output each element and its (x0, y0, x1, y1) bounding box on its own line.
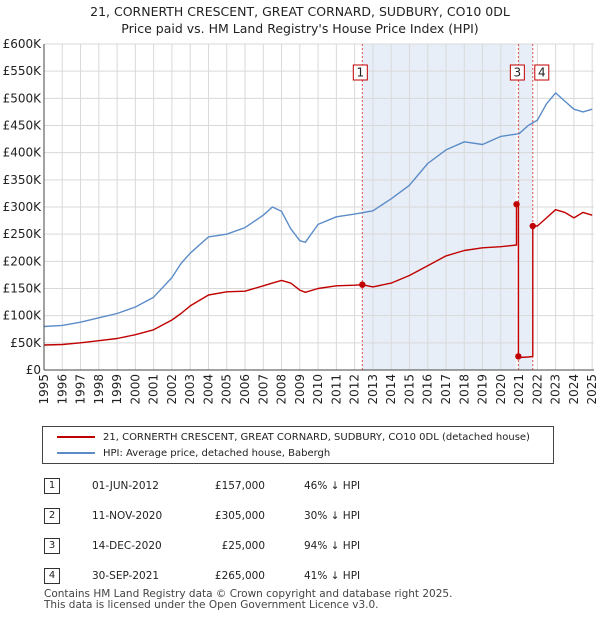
chart-title: 21, CORNERTH CRESCENT, GREAT CORNARD, SU… (0, 3, 600, 37)
footer: Contains HM Land Registry data © Crown c… (44, 589, 452, 611)
sale-number: 2 (44, 508, 60, 524)
legend-label-property: 21, CORNERTH CRESCENT, GREAT CORNARD, SU… (103, 431, 530, 443)
sale-label-box (509, 64, 525, 81)
sale-point (515, 353, 522, 360)
hpi-line (43, 92, 593, 328)
sale-label-box (352, 64, 368, 81)
sale-point (359, 281, 366, 288)
sale-label-number: 1 (356, 66, 364, 80)
x-tick-label: 2016 (421, 374, 435, 405)
x-tick-label: 2018 (457, 374, 471, 405)
x-tick-label: 1997 (74, 374, 88, 405)
y-tick-label: £350K (3, 173, 43, 187)
price-chart: 1 3 4 £0 £50K £100K £150K £200K £250K £300K £350K… (3, 37, 600, 405)
x-tick-label: 2022 (530, 374, 544, 405)
y-tick-label: £600K (3, 37, 43, 51)
x-tick-label: 2020 (494, 374, 508, 405)
x-tick-label: 2000 (128, 374, 142, 405)
sale-date: 14-DEC-2020 (92, 540, 162, 552)
x-tick-label: 2005 (220, 374, 234, 405)
sale-points (359, 201, 536, 360)
x-tick-label: 2010 (311, 374, 325, 405)
title-line-2: Price paid vs. HM Land Registry's House … (121, 21, 479, 36)
footer-copyright: Contains HM Land Registry data © Crown c… (44, 588, 453, 600)
x-tick-label: 2008 (275, 374, 289, 405)
x-tick-label: 2024 (567, 374, 581, 405)
sale-row: 1 01-JUN-2012 £157,000 46% ↓ HPI (42, 478, 402, 498)
sale-number: 4 (44, 568, 60, 584)
x-tick-label: 1999 (110, 374, 124, 405)
x-tick-label: 2014 (384, 374, 398, 405)
sale-price: £157,000 (214, 480, 265, 492)
sale-hpi-diff: 46% ↓ HPI (304, 480, 361, 492)
x-tick-label: 2013 (366, 374, 380, 405)
y-tick-label: £500K (3, 91, 43, 105)
sale-price: £305,000 (214, 510, 265, 522)
x-tick-label: 2015 (402, 374, 416, 405)
sale-price: £25,000 (221, 540, 265, 552)
x-tick-label: 2003 (183, 374, 197, 405)
y-tick-label: £50K (10, 336, 42, 350)
sale-date: 01-JUN-2012 (92, 480, 159, 492)
x-tick-label: 2011 (329, 374, 343, 405)
y-tick-label: £150K (3, 282, 43, 296)
x-tick-label: 2002 (165, 374, 179, 405)
x-tick-label: 2025 (585, 374, 599, 405)
x-tick-label: 1996 (55, 374, 69, 405)
property-line (43, 203, 593, 359)
x-tick-label: 2001 (147, 374, 161, 405)
sale-number-labels: 1 3 4 (352, 64, 550, 81)
legend-label-hpi: HPI: Average price, detached house, Babe… (103, 447, 331, 459)
x-tick-label: 2023 (549, 374, 563, 405)
y-tick-label: £450K (3, 119, 43, 133)
sale-hpi-diff: 94% ↓ HPI (304, 540, 361, 552)
sale-number: 1 (44, 478, 60, 494)
sale-price: £265,000 (214, 570, 265, 582)
y-tick-label: £550K (3, 64, 43, 78)
footer-licence: This data is licensed under the Open Gov… (44, 599, 379, 611)
legend-item-property: 21, CORNERTH CRESCENT, GREAT CORNARD, SU… (43, 429, 530, 445)
sale-date: 30-SEP-2021 (92, 570, 160, 582)
y-tick-label: £400K (3, 146, 43, 160)
legend-swatch-hpi (57, 452, 95, 454)
sale-row: 4 30-SEP-2021 £265,000 41% ↓ HPI (42, 568, 402, 588)
y-tick-label: £300K (3, 200, 43, 214)
y-tick-label: £200K (3, 254, 43, 268)
sale-label-number: 3 (514, 66, 522, 80)
x-tick-label: 1995 (37, 374, 51, 405)
axes: £0 £50K £100K £150K £200K £250K £300K £350K £400… (3, 37, 600, 405)
x-tick-label: 2009 (293, 374, 307, 405)
sale-row: 3 14-DEC-2020 £25,000 94% ↓ HPI (42, 538, 402, 558)
legend-item-hpi: HPI: Average price, detached house, Babe… (43, 445, 330, 461)
x-tick-label: 2021 (512, 374, 526, 405)
x-tick-label: 2004 (201, 374, 215, 405)
x-tick-label: 1998 (92, 374, 106, 405)
sale-label-number: 4 (538, 66, 546, 80)
x-tick-label: 2017 (439, 374, 453, 405)
x-tick-label: 2019 (476, 374, 490, 405)
legend-swatch-property (57, 436, 95, 438)
sale-number: 3 (44, 538, 60, 554)
sale-point (513, 201, 520, 208)
y-tick-label: £0 (26, 363, 41, 377)
sale-row: 2 11-NOV-2020 £305,000 30% ↓ HPI (42, 508, 402, 528)
x-tick-label: 2012 (348, 374, 362, 405)
y-tick-label: £250K (3, 227, 43, 241)
sale-hpi-diff: 30% ↓ HPI (304, 510, 361, 522)
y-tick-label: £100K (3, 309, 43, 323)
sale-point (529, 222, 536, 230)
legend: 21, CORNERTH CRESCENT, GREAT CORNARD, SU… (42, 426, 554, 464)
sale-label-box (534, 64, 550, 81)
sale-date: 11-NOV-2020 (92, 510, 163, 522)
series-lines (43, 92, 593, 359)
x-tick-label: 2006 (238, 374, 252, 405)
sale-hpi-diff: 41% ↓ HPI (304, 570, 361, 582)
x-tick-label: 2007 (256, 374, 270, 405)
title-line-1: 21, CORNERTH CRESCENT, GREAT CORNARD, SU… (90, 4, 510, 19)
